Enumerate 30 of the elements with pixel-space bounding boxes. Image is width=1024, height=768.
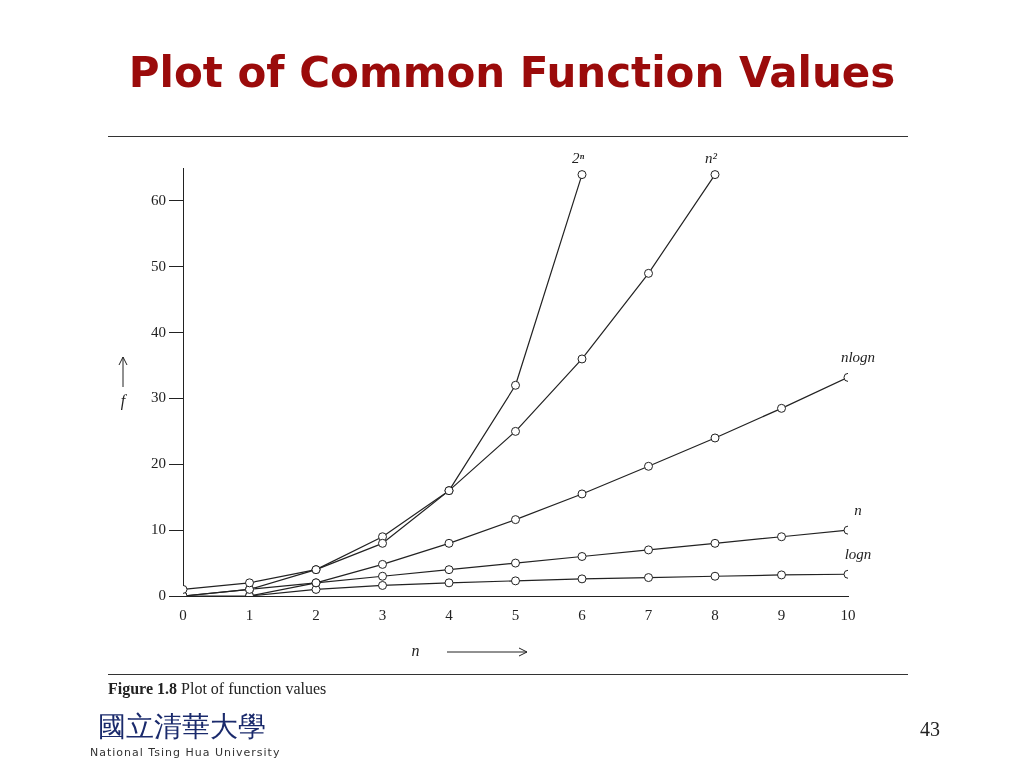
y-tick-label: 30 [151, 389, 166, 406]
x-tick-label: 1 [245, 606, 254, 623]
y-tick-label: 50 [151, 257, 166, 274]
series-label: 2ⁿ [571, 150, 585, 167]
chart-title: Plot of Common Function Values [127, 47, 897, 97]
y-tick-label: 10 [151, 521, 166, 538]
x-tick-label: 0 [179, 606, 187, 623]
text: National Tsing Hua University [90, 746, 281, 759]
y-tick-label: 40 [151, 323, 166, 340]
x-tick-label: 5 [511, 606, 520, 623]
x-tick-label: 10 [840, 606, 856, 623]
series-label: nlogn [840, 348, 876, 365]
series-label: n [854, 501, 862, 518]
y-axis-title: f [120, 392, 128, 411]
caption: Figure 1.8 Plot of function values [108, 680, 327, 698]
series-label: logn [844, 545, 872, 562]
x-tick-label: 9 [777, 606, 786, 623]
y-tick-label: 20 [151, 455, 166, 472]
x-tick-label: 2 [312, 606, 320, 623]
x-tick-label: 8 [711, 606, 719, 623]
text: 國立清華大學 [98, 709, 266, 745]
x-tick-label: 4 [445, 606, 454, 623]
y-tick-label: 0 [158, 586, 166, 603]
x-tick-label: 7 [644, 606, 653, 623]
y-tick-label: 60 [151, 191, 166, 208]
x-tick-label: 3 [378, 606, 387, 623]
x-axis-title: n [411, 642, 420, 660]
series-label: n² [705, 150, 718, 167]
x-tick-label: 6 [578, 606, 587, 623]
text: 43 [920, 718, 940, 741]
